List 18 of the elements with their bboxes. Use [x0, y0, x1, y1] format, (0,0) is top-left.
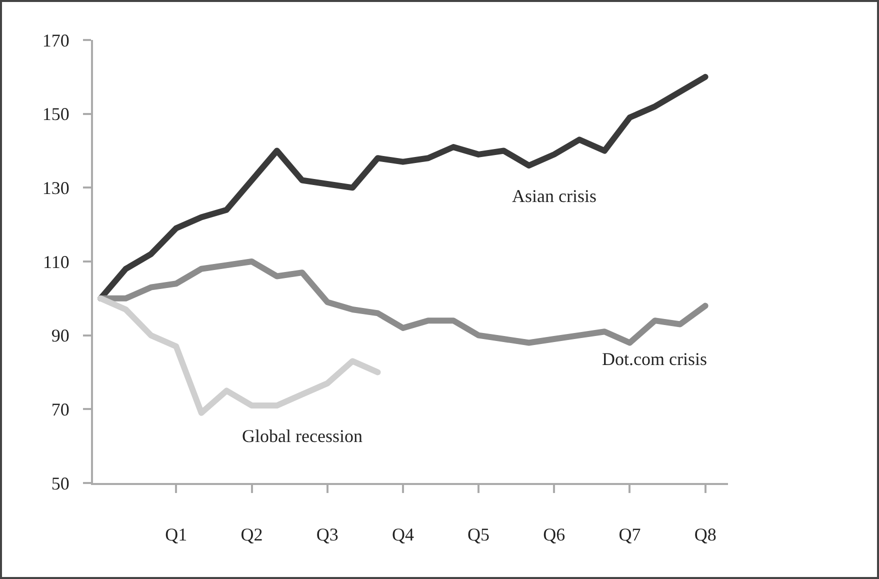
x-tick-label: Q7 [618, 524, 641, 545]
y-tick-label: 70 [51, 399, 70, 420]
x-tick-label: Q5 [468, 524, 490, 545]
y-tick-label: 150 [42, 104, 70, 124]
y-tick-label: 50 [51, 473, 70, 494]
x-tick-label: Q1 [165, 524, 188, 545]
x-tick-label: Q8 [694, 524, 716, 545]
series-label: Asian crisis [512, 186, 596, 206]
x-tick-label: Q6 [543, 524, 566, 545]
y-tick-label: 130 [42, 178, 70, 198]
y-tick-label: 110 [43, 252, 70, 272]
y-tick-label: 170 [42, 30, 70, 50]
series-label: Dot.com crisis [602, 349, 707, 369]
x-tick-label: Q3 [316, 524, 338, 545]
x-tick-label: Q2 [240, 524, 263, 545]
series-label: Global recession [242, 426, 362, 446]
y-tick-label: 90 [51, 326, 70, 346]
x-tick-label: Q4 [392, 524, 414, 545]
